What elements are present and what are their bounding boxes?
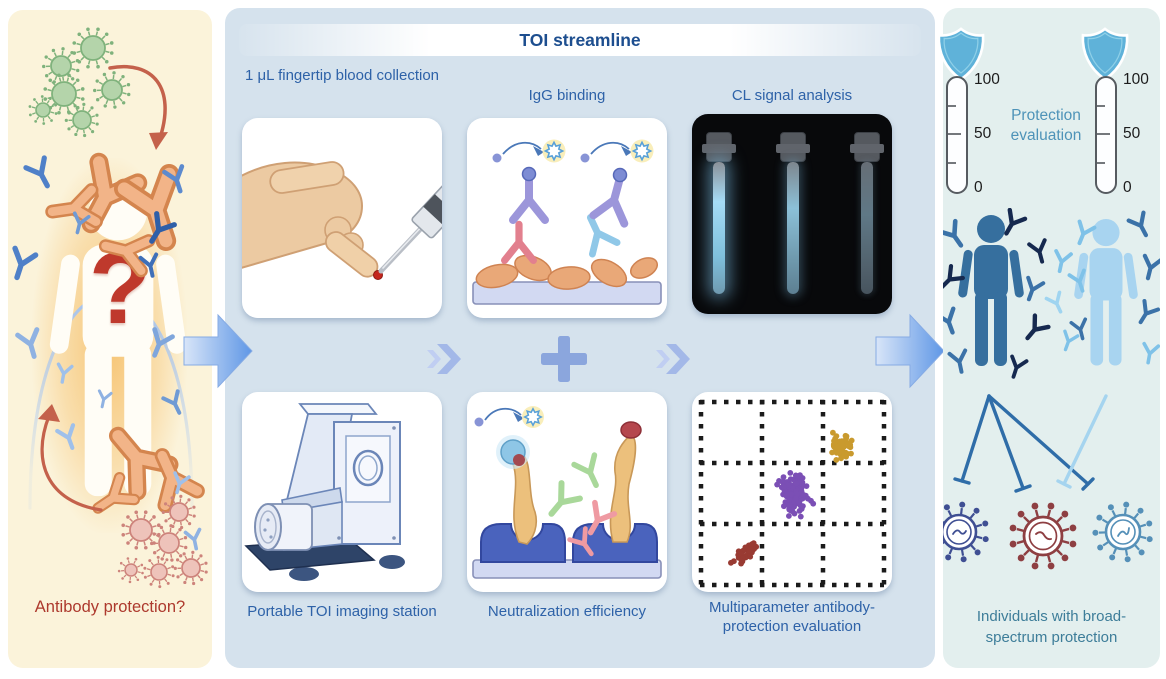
card-igg-binding [467,118,667,318]
flow-arrow-right-icon [875,313,945,389]
test-strip-bright [713,162,725,294]
toi-streamline-title: TOI streamline [239,24,921,56]
step-label-cl-signal: CL signal analysis [731,87,853,104]
test-strip-cap [702,132,736,162]
flow-arrow-left-icon [183,313,253,389]
neutralization-illustration [472,405,662,579]
card-blood-collection [242,118,442,318]
chevron-right-icon [427,344,461,374]
card-cl-signal [692,114,892,314]
card-imaging-station [242,392,442,592]
step-label-multiparameter: Multiparameter antibody-protection evalu… [709,599,875,635]
left-panel-caption: Antibody protection? [34,598,186,616]
virus-variants-row [943,501,1153,570]
gauge-fill [1097,162,1115,192]
test-strip-cap [850,132,884,162]
high-protection-gauge: 100 50 0 [946,71,1022,198]
antibody-question-panel: ? [8,10,212,668]
neutralization-lines-icon [953,394,1108,493]
multiparameter-scatter-illustration [698,399,887,588]
low-protection-gauge: 100 50 0 [1095,71,1166,198]
card-neutralization [467,392,667,592]
step-label-blood-collection: 1 μL fingertip blood collection [244,67,440,84]
gauge-mid-label: 50 [974,125,992,142]
step-label-igg-binding: IgG binding [528,87,606,104]
igg-binding-illustration [472,138,662,305]
green-virus-cluster-icon [28,27,131,138]
gauge-max-label: 100 [974,71,1000,88]
infection-arrow-icon [108,64,168,150]
protection-shield-icon [1081,27,1129,81]
protected-individuals-illustration [943,208,1160,382]
protection-evaluation-label: Protection evaluation [1010,107,1082,144]
pink-virus-cluster-icon [117,494,208,589]
hand-pipette-illustration [242,161,442,280]
test-strip-medium [787,162,799,294]
gauge-min-label: 0 [974,179,983,196]
scatter-plot [692,392,892,592]
gauge-mid-label: 50 [1123,125,1141,142]
plus-icon [541,336,587,382]
right-panel-caption: Individuals with broad-spectrum protecti… [976,608,1127,646]
toi-streamline-panel: TOI streamline 1 μL fingertip blood coll… [225,8,935,668]
step-label-imaging-station: Portable TOI imaging station [247,603,437,620]
protected-individual [957,215,1025,366]
virus-variant-lightblue [1092,501,1153,563]
chevron-right-icon [656,344,690,374]
gauge-min-label: 0 [1123,179,1132,196]
test-strip-cap [776,132,810,162]
protection-outcome-panel: 100 50 0 Protection evaluation 100 50 0 [937,8,1160,668]
imaging-station-illustration [244,403,405,581]
gauge-max-label: 100 [1123,71,1149,88]
virus-variant-red [1009,502,1077,570]
reinfection-arrow-icon [38,404,103,512]
step-label-neutralization: Neutralization efficiency [487,603,647,620]
virus-variant-navy [943,501,989,563]
test-strip-dim [861,162,873,294]
